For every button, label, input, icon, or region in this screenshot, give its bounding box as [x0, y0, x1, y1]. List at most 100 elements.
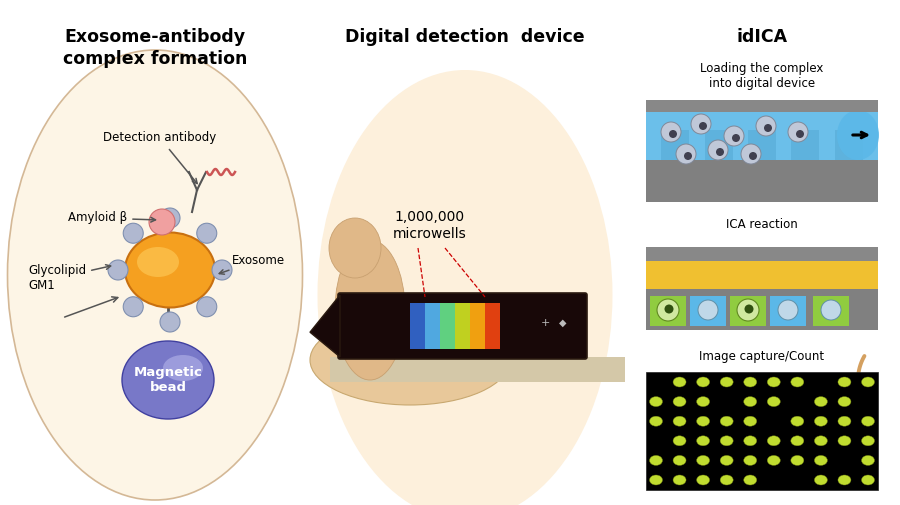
Bar [440, 303, 455, 349]
Ellipse shape [838, 377, 850, 387]
Bar [485, 303, 500, 349]
Ellipse shape [650, 396, 662, 407]
Circle shape [123, 223, 143, 243]
Circle shape [108, 260, 128, 280]
Bar [330, 357, 625, 382]
Ellipse shape [814, 456, 827, 466]
Circle shape [123, 297, 143, 317]
Ellipse shape [673, 416, 686, 426]
Ellipse shape [814, 436, 827, 446]
Ellipse shape [838, 475, 850, 485]
Bar [650, 296, 686, 326]
Ellipse shape [673, 475, 686, 485]
Ellipse shape [697, 416, 709, 426]
Ellipse shape [137, 247, 179, 277]
Bar [646, 160, 878, 202]
Circle shape [676, 144, 696, 164]
Ellipse shape [861, 436, 875, 446]
Text: ICA reaction: ICA reaction [726, 218, 798, 231]
Text: 1,000,000
microwells: 1,000,000 microwells [393, 210, 467, 241]
Bar [646, 288, 878, 330]
Ellipse shape [814, 416, 827, 426]
Bar [690, 296, 726, 326]
Circle shape [197, 223, 217, 243]
Ellipse shape [861, 377, 875, 387]
Text: Detection antibody: Detection antibody [104, 131, 217, 183]
Bar [730, 296, 766, 326]
Ellipse shape [743, 377, 757, 387]
Bar [455, 303, 470, 349]
Ellipse shape [697, 396, 709, 407]
Circle shape [160, 312, 180, 332]
Text: Magnetic
bead: Magnetic bead [133, 366, 202, 394]
Circle shape [778, 300, 798, 320]
Circle shape [698, 300, 718, 320]
Bar [410, 303, 425, 349]
Ellipse shape [791, 436, 804, 446]
Ellipse shape [838, 396, 850, 407]
Circle shape [661, 122, 681, 142]
Ellipse shape [318, 70, 613, 505]
Ellipse shape [329, 218, 381, 278]
Circle shape [664, 305, 673, 314]
Ellipse shape [791, 377, 804, 387]
Ellipse shape [720, 377, 733, 387]
Ellipse shape [310, 315, 510, 405]
Ellipse shape [837, 110, 879, 160]
Ellipse shape [673, 396, 686, 407]
Circle shape [212, 260, 232, 280]
Ellipse shape [861, 416, 875, 426]
Circle shape [744, 305, 753, 314]
Circle shape [684, 152, 692, 160]
Ellipse shape [697, 475, 709, 485]
Ellipse shape [697, 436, 709, 446]
Ellipse shape [673, 436, 686, 446]
Ellipse shape [743, 416, 757, 426]
Bar [748, 130, 776, 160]
Bar [646, 110, 878, 160]
Text: Digital detection  device: Digital detection device [346, 28, 585, 46]
Circle shape [756, 116, 776, 136]
Ellipse shape [814, 475, 827, 485]
Text: ◆: ◆ [559, 318, 567, 328]
Ellipse shape [720, 416, 733, 426]
Ellipse shape [791, 456, 804, 466]
Circle shape [741, 144, 761, 164]
Bar [813, 296, 849, 326]
Ellipse shape [650, 456, 662, 466]
Ellipse shape [743, 456, 757, 466]
Circle shape [160, 208, 180, 228]
Circle shape [149, 209, 175, 235]
Ellipse shape [697, 456, 709, 466]
Ellipse shape [720, 475, 733, 485]
Circle shape [691, 114, 711, 134]
Ellipse shape [7, 50, 302, 500]
Bar [791, 130, 819, 160]
Ellipse shape [673, 377, 686, 387]
Text: Glycolipid
GM1: Glycolipid GM1 [28, 264, 111, 292]
Ellipse shape [650, 475, 662, 485]
Ellipse shape [743, 436, 757, 446]
Ellipse shape [838, 416, 850, 426]
Ellipse shape [122, 341, 214, 419]
Circle shape [749, 152, 757, 160]
Ellipse shape [125, 232, 215, 308]
Circle shape [764, 124, 772, 132]
Ellipse shape [768, 396, 780, 407]
Ellipse shape [861, 456, 875, 466]
Ellipse shape [768, 377, 780, 387]
Bar [470, 303, 485, 349]
Ellipse shape [163, 355, 203, 381]
Bar [646, 261, 878, 289]
Text: Amyloid β: Amyloid β [68, 212, 156, 225]
Ellipse shape [791, 416, 804, 426]
Text: Exosome: Exosome [220, 254, 285, 274]
Text: Loading the complex
into digital device: Loading the complex into digital device [700, 62, 824, 90]
Circle shape [197, 297, 217, 317]
Ellipse shape [814, 396, 827, 407]
FancyBboxPatch shape [338, 293, 587, 359]
Circle shape [657, 299, 679, 321]
Ellipse shape [673, 456, 686, 466]
Bar [834, 130, 863, 160]
Circle shape [788, 122, 808, 142]
